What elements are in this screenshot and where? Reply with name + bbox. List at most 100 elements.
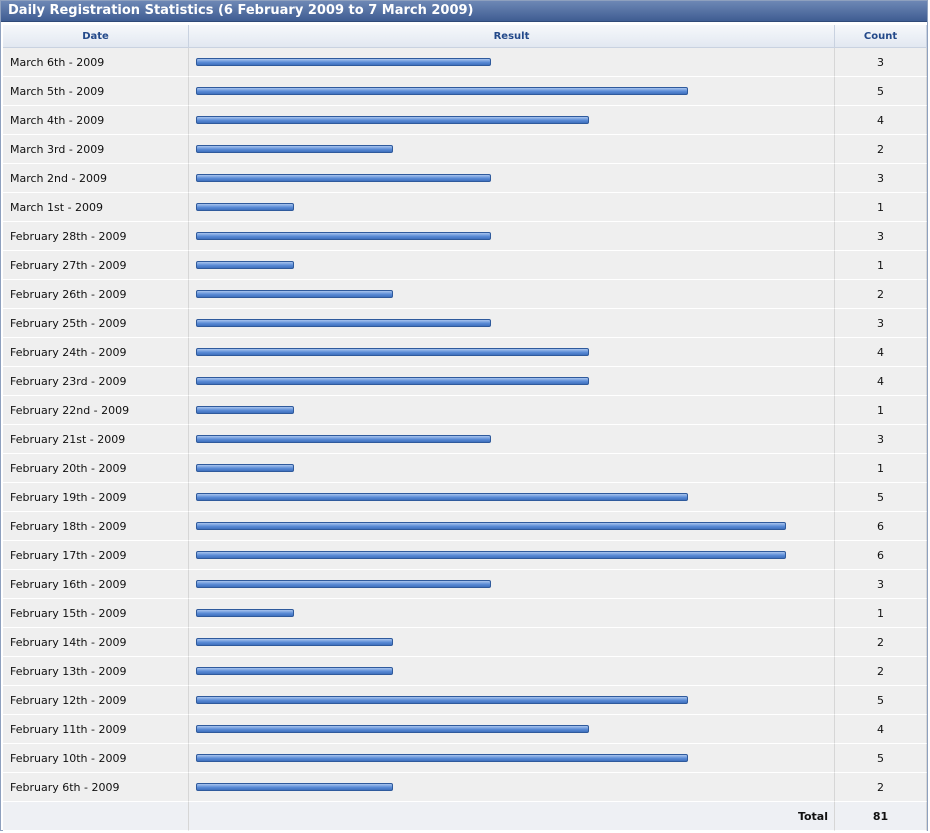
row-result: [189, 657, 835, 686]
row-result: [189, 193, 835, 222]
total-row: Total 81: [3, 802, 927, 831]
result-bar: [196, 377, 589, 385]
row-count: 5: [835, 686, 927, 715]
table-row: February 22nd - 2009 1: [3, 396, 927, 425]
row-date: February 26th - 2009: [3, 280, 189, 309]
panel-title: Daily Registration Statistics (6 Februar…: [1, 1, 927, 22]
row-count: 1: [835, 599, 927, 628]
row-count: 3: [835, 309, 927, 338]
table-row: February 13th - 2009 2: [3, 657, 927, 686]
result-bar: [196, 348, 589, 356]
result-bar: [196, 87, 688, 95]
result-bar: [196, 609, 294, 617]
row-date: February 10th - 2009: [3, 744, 189, 773]
row-result: [189, 541, 835, 570]
result-bar: [196, 522, 786, 530]
row-count: 4: [835, 367, 927, 396]
result-bar: [196, 145, 393, 153]
result-bar: [196, 667, 393, 675]
result-bar: [196, 174, 491, 182]
row-result: [189, 744, 835, 773]
table-row: March 6th - 2009 3: [3, 48, 927, 77]
row-date: February 22nd - 2009: [3, 396, 189, 425]
row-count: 1: [835, 193, 927, 222]
table-row: February 6th - 2009 2: [3, 773, 927, 802]
row-result: [189, 425, 835, 454]
result-bar: [196, 551, 786, 559]
row-count: 5: [835, 744, 927, 773]
table-row: February 20th - 2009 1: [3, 454, 927, 483]
row-result: [189, 309, 835, 338]
stats-table: Date Result Count March 6th - 2009 3 March…: [3, 25, 927, 831]
column-header-date[interactable]: Date: [3, 25, 189, 48]
row-result: [189, 396, 835, 425]
result-bar: [196, 493, 688, 501]
row-count: 2: [835, 135, 927, 164]
table-row: February 23rd - 2009 4: [3, 367, 927, 396]
row-date: February 25th - 2009: [3, 309, 189, 338]
row-count: 6: [835, 512, 927, 541]
column-header-result[interactable]: Result: [189, 25, 835, 48]
table-row: February 26th - 2009 2: [3, 280, 927, 309]
column-header-count[interactable]: Count: [835, 25, 927, 48]
row-date: February 15th - 2009: [3, 599, 189, 628]
row-result: [189, 280, 835, 309]
result-bar: [196, 319, 491, 327]
row-date: February 28th - 2009: [3, 222, 189, 251]
table-row: February 14th - 2009 2: [3, 628, 927, 657]
row-result: [189, 454, 835, 483]
row-date: March 5th - 2009: [3, 77, 189, 106]
total-value: 81: [835, 802, 927, 831]
row-result: [189, 686, 835, 715]
header-row: Date Result Count: [3, 25, 927, 48]
result-bar: [196, 406, 294, 414]
result-bar: [196, 580, 491, 588]
total-label: Total: [189, 802, 835, 831]
table-row: February 16th - 2009 3: [3, 570, 927, 599]
row-count: 3: [835, 570, 927, 599]
table-row: February 27th - 2009 1: [3, 251, 927, 280]
table-row: February 21st - 2009 3: [3, 425, 927, 454]
row-date: February 16th - 2009: [3, 570, 189, 599]
row-date: March 6th - 2009: [3, 48, 189, 77]
result-bar: [196, 203, 294, 211]
table-row: February 12th - 2009 5: [3, 686, 927, 715]
row-result: [189, 48, 835, 77]
table-row: February 17th - 2009 6: [3, 541, 927, 570]
row-date: March 2nd - 2009: [3, 164, 189, 193]
row-date: February 23rd - 2009: [3, 367, 189, 396]
table-row: February 18th - 2009 6: [3, 512, 927, 541]
row-result: [189, 570, 835, 599]
result-bar: [196, 435, 491, 443]
row-count: 2: [835, 628, 927, 657]
table-row: March 3rd - 2009 2: [3, 135, 927, 164]
row-result: [189, 106, 835, 135]
result-bar: [196, 261, 294, 269]
row-count: 1: [835, 454, 927, 483]
row-count: 2: [835, 280, 927, 309]
table-row: March 1st - 2009 1: [3, 193, 927, 222]
row-result: [189, 773, 835, 802]
row-date: March 3rd - 2009: [3, 135, 189, 164]
row-result: [189, 599, 835, 628]
row-result: [189, 135, 835, 164]
row-count: 4: [835, 338, 927, 367]
result-bar: [196, 783, 393, 791]
row-date: February 14th - 2009: [3, 628, 189, 657]
table-row: February 24th - 2009 4: [3, 338, 927, 367]
row-date: February 13th - 2009: [3, 657, 189, 686]
result-bar: [196, 754, 688, 762]
result-bar: [196, 696, 688, 704]
table-row: March 5th - 2009 5: [3, 77, 927, 106]
result-bar: [196, 58, 491, 66]
row-date: February 12th - 2009: [3, 686, 189, 715]
row-count: 3: [835, 425, 927, 454]
row-count: 4: [835, 715, 927, 744]
row-count: 1: [835, 396, 927, 425]
table-row: February 11th - 2009 4: [3, 715, 927, 744]
row-count: 3: [835, 222, 927, 251]
total-empty-cell: [3, 802, 189, 831]
row-date: February 19th - 2009: [3, 483, 189, 512]
result-bar: [196, 232, 491, 240]
